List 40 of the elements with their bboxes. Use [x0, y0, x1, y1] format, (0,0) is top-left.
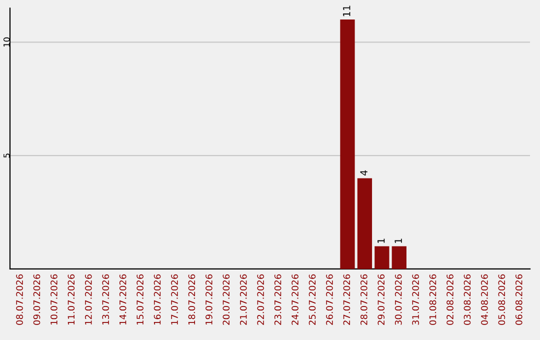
- data-label: 11: [343, 6, 350, 16]
- x-tick-label: 20.07.2026: [222, 274, 230, 325]
- data-label: 1: [394, 238, 402, 243]
- x-tick-label: 06.08.2026: [515, 274, 522, 325]
- x-tick-label: 04.08.2026: [481, 274, 488, 325]
- x-tick-label: 09.07.2026: [33, 274, 40, 325]
- x-tick-label: 08.07.2026: [16, 274, 23, 325]
- x-tick-label: 23.07.2026: [274, 274, 282, 325]
- bar: [340, 20, 355, 269]
- x-tick-label: 12.07.2026: [84, 274, 92, 324]
- x-tick-label: 13.07.2026: [102, 274, 110, 324]
- x-tick-label: 30.07.2026: [394, 274, 402, 325]
- x-tick-label: 16.07.2026: [154, 274, 161, 324]
- x-tick-label: 10.07.2026: [50, 274, 58, 324]
- x-tick-label: 27.07.2026: [343, 274, 350, 325]
- x-tick-label: 31.07.2026: [412, 274, 419, 325]
- x-tick-label: 14.07.2026: [119, 274, 126, 324]
- data-label: 4: [360, 170, 368, 176]
- x-tick-label: 05.08.2026: [498, 274, 506, 325]
- x-tick-label: 01.08.2026: [429, 274, 436, 325]
- x-tick-label: 17.07.2026: [171, 274, 178, 324]
- bar: [374, 246, 390, 269]
- y-tick-label: 5: [4, 154, 10, 158]
- data-label: 1: [378, 238, 385, 243]
- x-tick-label: 19.07.2026: [206, 274, 212, 324]
- x-tick-label: 02.08.2026: [446, 274, 454, 325]
- x-tick-label: 24.07.2026: [292, 274, 298, 325]
- x-tick-label: 29.07.2026: [378, 274, 385, 325]
- x-tick-label: 28.07.2026: [360, 274, 368, 325]
- x-tick-label: 15.07.2026: [136, 274, 144, 324]
- bar: [392, 246, 406, 269]
- x-tick-label: 26.07.2026: [326, 274, 333, 325]
- x-tick-label: 03.08.2026: [464, 274, 471, 325]
- x-tick-label: 21.07.2026: [240, 274, 247, 325]
- bar: [357, 178, 372, 269]
- x-tick-label: 11.07.2026: [68, 274, 75, 324]
- x-tick-label: 22.07.2026: [257, 274, 264, 325]
- x-tick-label: 18.07.2026: [188, 274, 196, 324]
- y-tick-label: 10: [3, 37, 10, 47]
- x-tick-label: 25.07.2026: [308, 274, 316, 325]
